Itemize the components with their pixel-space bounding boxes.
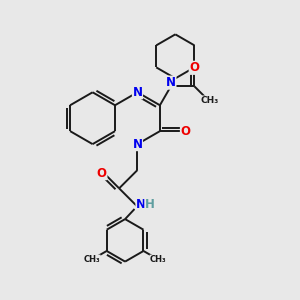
Text: O: O [97,167,107,180]
Text: N: N [133,138,142,151]
Text: N: N [136,198,146,211]
Text: N: N [133,86,142,99]
Text: CH₃: CH₃ [84,255,100,264]
Text: O: O [189,61,199,74]
Text: H: H [145,198,155,211]
Text: O: O [181,125,190,138]
Text: CH₃: CH₃ [150,255,166,264]
Text: N: N [166,76,176,89]
Text: CH₃: CH₃ [201,96,219,105]
